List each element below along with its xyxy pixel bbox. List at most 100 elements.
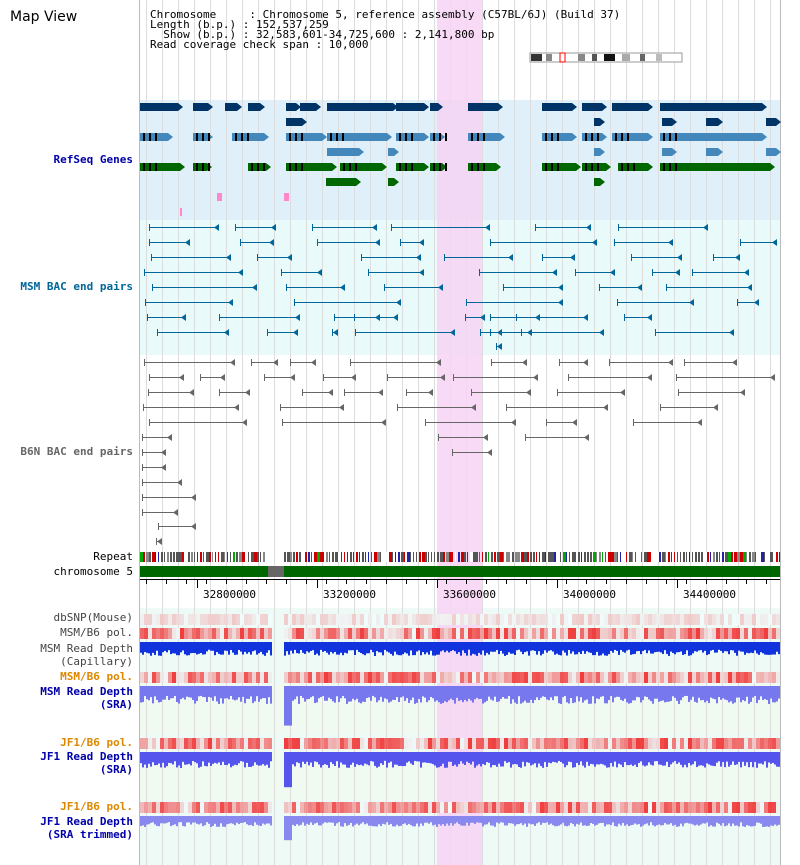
depth-bar <box>234 752 236 765</box>
depth-bar <box>188 816 190 823</box>
chromosome-bar[interactable] <box>140 566 780 577</box>
depth-bar <box>368 686 370 698</box>
polymorphism-cell <box>284 628 288 639</box>
repeat-track[interactable] <box>140 552 780 562</box>
depth-bar <box>706 642 708 656</box>
gene-strand-arrow <box>394 178 399 186</box>
depth-bar <box>498 816 500 824</box>
depth-bar <box>294 816 296 827</box>
polymorphism-cell <box>636 738 640 749</box>
polymorphism-cell <box>424 802 428 813</box>
depth-bar <box>186 642 188 656</box>
depth-bar <box>584 686 586 701</box>
depth-bar <box>558 816 560 826</box>
polymorphism-cell <box>692 628 696 639</box>
polymorphism-cell <box>292 802 296 813</box>
polymorphism-cell <box>720 614 724 625</box>
repeat-element <box>266 552 269 562</box>
bac-pair-arrow <box>191 494 196 501</box>
depth-bar <box>534 642 536 651</box>
msm-bac-end-pairs-track[interactable] <box>144 224 777 350</box>
polymorphism-cell <box>664 628 668 639</box>
exon-mark <box>433 133 435 141</box>
depth-bar <box>576 752 578 763</box>
depth-bar <box>232 816 234 824</box>
depth-bar <box>688 816 690 824</box>
depth-bar <box>266 816 268 824</box>
repeat-element <box>344 552 345 562</box>
depth-bar <box>506 686 508 699</box>
exon-mark <box>143 163 145 171</box>
depth-bar <box>530 642 532 651</box>
bac-pair-arrow <box>224 329 229 336</box>
depth-bar <box>420 752 422 768</box>
depth-bar <box>398 816 400 827</box>
polymorphism-cell <box>484 628 488 639</box>
refseq-genes-track[interactable] <box>140 103 781 216</box>
polymorphism-cell <box>180 614 184 625</box>
depth-bar <box>510 642 512 654</box>
depth-bar <box>700 686 702 701</box>
polymorphism-cell <box>492 802 496 813</box>
polymorphism-cell <box>188 738 192 749</box>
repeat-element <box>575 552 576 562</box>
depth-bar <box>720 816 722 826</box>
polymorphism-cell <box>604 614 608 625</box>
depth-bar <box>554 642 556 655</box>
chromosome-label: chromosome 5 <box>53 565 133 578</box>
depth-bar <box>224 686 226 699</box>
polymorphism-cell <box>624 614 628 625</box>
repeat-element <box>254 552 257 562</box>
bac-pair-arrow <box>677 254 682 261</box>
depth-bar <box>290 686 292 726</box>
polymorphism-heat-tracks[interactable] <box>140 614 780 813</box>
depth-bar <box>614 642 616 650</box>
polymorphism-cell <box>296 614 300 625</box>
depth-bar <box>526 686 528 703</box>
repeat-element <box>239 552 242 562</box>
repeat-element <box>350 552 352 562</box>
gene-strand-arrow <box>572 133 577 141</box>
b6n-bac-end-pairs-track[interactable] <box>142 359 775 545</box>
depth-bar <box>778 752 780 767</box>
polymorphism-cell <box>540 672 544 683</box>
depth-bar <box>398 686 400 702</box>
polymorphism-cell <box>584 628 588 639</box>
depth-bar <box>332 642 334 654</box>
depth-bar <box>320 816 322 826</box>
depth-bar <box>170 752 172 764</box>
gene-strand-arrow <box>672 148 677 156</box>
polymorphism-cell <box>648 672 652 683</box>
polymorphism-cell <box>500 614 504 625</box>
polymorphism-cell <box>436 628 440 639</box>
polymorphism-cell <box>420 672 424 683</box>
depth-bar <box>250 642 252 655</box>
chromosome-ideogram[interactable] <box>529 52 683 63</box>
depth-bar <box>482 686 484 704</box>
polymorphism-cell <box>768 738 772 749</box>
polymorphism-cell <box>588 802 592 813</box>
gene-block <box>766 148 776 156</box>
depth-bar <box>568 642 570 651</box>
depth-bar <box>478 752 480 765</box>
depth-bar <box>486 816 488 825</box>
depth-bar <box>432 816 434 826</box>
polymorphism-cell <box>316 802 320 813</box>
depth-bar <box>754 642 756 651</box>
depth-bar <box>772 752 774 763</box>
polymorphism-cell <box>356 628 360 639</box>
depth-bar <box>338 686 340 703</box>
depth-bar <box>578 752 580 766</box>
exon-mark <box>591 163 593 171</box>
depth-bar <box>258 816 260 826</box>
depth-bar <box>532 752 534 765</box>
polymorphism-cell <box>456 628 460 639</box>
depth-bar <box>228 686 230 700</box>
polymorphism-cell <box>632 802 636 813</box>
depth-bar <box>482 642 484 651</box>
read-depth-tracks[interactable] <box>140 642 780 841</box>
repeat-element <box>179 552 182 562</box>
repeat-element <box>290 552 292 562</box>
bac-pair-arrow <box>293 329 298 336</box>
